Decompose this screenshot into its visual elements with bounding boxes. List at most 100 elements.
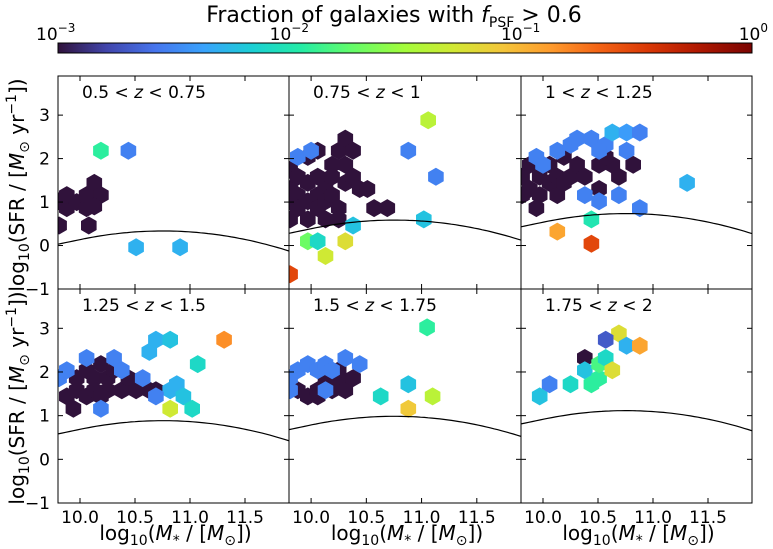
hexbin-cell: [359, 180, 376, 198]
panel-plot-area: [289, 111, 521, 284]
hexbin-cell: [128, 238, 144, 257]
hexbin-cell: [114, 361, 130, 380]
relation-line: [289, 219, 521, 241]
hexbin-cell: [372, 387, 389, 406]
hexbin-cell: [86, 369, 103, 388]
hexbin-cell: [59, 361, 75, 380]
hexbin-cell: [169, 375, 185, 394]
hexbin-cell: [345, 141, 361, 160]
y-tick-label: −1: [25, 494, 50, 514]
hexbin-cell: [632, 336, 648, 355]
hexbin-cell: [345, 216, 361, 235]
colorbar-tick-label: 10−1: [501, 21, 540, 45]
hexbin-cell: [625, 155, 641, 174]
hexbin-cell: [86, 173, 103, 192]
panel: 10.0 10.5 11.0 11.5 1.75 < z < 2: [520, 288, 753, 528]
hexbin-cell: [569, 129, 585, 148]
panel-plot-area: [58, 330, 289, 442]
hexbin-cell: [400, 375, 417, 394]
panel-redshift-label: 1.75 < z < 2: [545, 296, 653, 316]
panel: 0.75 < z < 1: [288, 75, 522, 290]
hexbin-cell: [86, 197, 103, 216]
hexbin-cell: [317, 381, 334, 400]
panel: −1 0 1 2 3 10.0 10.5 11.0 11.5 1.25 < z < 1.5: [25, 288, 290, 528]
panel-plot-area: [289, 318, 521, 437]
panel-redshift-label: 0.75 < z < 1: [313, 83, 421, 103]
y-tick-label: 2: [39, 150, 50, 170]
x-tick-label: 11.0: [634, 508, 672, 528]
hexbin-cell: [591, 180, 607, 198]
hexbin-cell: [420, 111, 436, 130]
hexbin-cell: [419, 318, 435, 337]
x-tick-label: 10.0: [292, 508, 330, 528]
hexbin-cell: [577, 349, 593, 367]
hexbin-cell: [324, 167, 340, 186]
colorbar-tick-label: 10−3: [36, 21, 75, 45]
hexbin-cell: [416, 210, 432, 229]
hexbin-cell: [337, 232, 354, 251]
y-tick-label: 3: [39, 319, 50, 339]
relation-line: [521, 213, 752, 235]
hexbin-cell: [289, 381, 298, 400]
hexbin-cell: [337, 381, 354, 400]
panel: 1 < z < 1.25: [520, 75, 753, 290]
hexbin-cell: [148, 330, 164, 349]
hexbin-cell: [337, 155, 354, 174]
hexbin-cell: [324, 361, 340, 380]
hexbin-cell: [93, 141, 109, 160]
y-axis-label-bottom: log10(SFR / [M⊙ yr−1]): [4, 291, 33, 504]
x-axis-label: log10(M* / [M⊙]): [99, 521, 251, 549]
hexbin-cell: [577, 186, 593, 205]
hexbin-cell: [528, 199, 545, 218]
hexbin-cell: [189, 355, 206, 374]
hexbin-cell: [549, 186, 566, 205]
x-tick-label: 11.5: [458, 508, 496, 528]
hexbin-cell: [583, 234, 600, 253]
hexbin-cell: [330, 141, 347, 160]
panel-plot-area: [521, 123, 752, 253]
panel-plot-area: [521, 324, 752, 432]
hexbin-cell: [597, 349, 614, 367]
colorbar-title: Fraction of galaxies with fPSF > 0.6: [206, 3, 581, 31]
hexbin-cell: [632, 199, 648, 218]
y-tick-label: 0: [39, 237, 50, 257]
y-tick-label: 1: [39, 193, 50, 213]
hexbin-cell: [541, 375, 558, 394]
hexbin-cell: [549, 141, 566, 160]
hexbin-cell: [93, 387, 109, 406]
colorbar-tick-label: 100: [739, 21, 768, 45]
hexbin-cell: [611, 324, 627, 343]
colorbar-tick-labels: 10−3 10−2 10−1 100: [36, 21, 768, 45]
hexbin-cell: [562, 167, 579, 186]
x-tick-label: 11.5: [226, 508, 264, 528]
relation-line: [58, 420, 289, 442]
hexbin-cell: [337, 129, 354, 148]
hexbin-cell: [428, 167, 444, 186]
panel-redshift-label: 1 < z < 1.25: [545, 83, 653, 103]
hexbin-cell: [591, 192, 607, 211]
hexbin-cell: [591, 141, 607, 160]
hexbin-cell: [65, 399, 82, 418]
hexbin-cell: [78, 349, 95, 367]
hexbin-cell: [583, 210, 600, 229]
hexbin-cell: [618, 141, 635, 160]
hexbin-cell: [351, 355, 368, 374]
hexbin-cell: [148, 387, 164, 406]
hexbin-cell: [175, 387, 192, 406]
y-tick-label: 2: [39, 363, 50, 383]
hexbin-cell: [330, 199, 347, 218]
hexbin-cell: [128, 381, 144, 400]
y-tick-label: −1: [25, 280, 50, 300]
hexbin-cell: [172, 238, 188, 257]
panel-redshift-label: 1.25 < z < 1.5: [82, 296, 206, 316]
hexbin-cell: [58, 216, 67, 235]
panel-plot-area: [58, 141, 289, 257]
y-axis-label-top: log10(SFR / [M⊙ yr−1]): [4, 78, 33, 291]
panel-frame: [520, 288, 753, 504]
x-tick-label: 11.0: [403, 508, 441, 528]
hexbin-cell: [345, 369, 361, 388]
y-tick-label: 1: [39, 407, 50, 427]
hexbin-cell: [591, 369, 607, 388]
relation-line: [521, 410, 752, 432]
hexbin-cell: [120, 141, 137, 160]
